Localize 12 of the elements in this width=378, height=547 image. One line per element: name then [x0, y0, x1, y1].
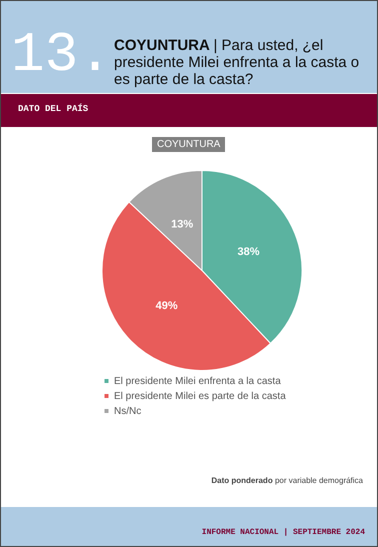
data-label: 38% [237, 246, 260, 258]
legend-label: Ns/Nc [114, 406, 142, 417]
legend-label: El presidente Milei enfrenta a la casta [114, 376, 282, 387]
text: Dato ponderado por variable demográfica [211, 476, 363, 485]
data-label: 13% [171, 218, 194, 231]
legend-label: El presidente Milei es parte de la casta [114, 390, 286, 402]
chart-title: COYUNTURA | Para usted, ¿el presidente Milei enfrenta a la casta o es parte de la casta? [114, 37, 360, 88]
text: INFORME NACIONAL | SEPTIEMBRE 2024 [202, 528, 365, 537]
chart-subtitle: COYUNTURA [152, 137, 226, 152]
text: DATO DEL PAÍS [18, 104, 88, 114]
text: 13. [11, 23, 112, 87]
data-label: 49% [156, 300, 178, 312]
